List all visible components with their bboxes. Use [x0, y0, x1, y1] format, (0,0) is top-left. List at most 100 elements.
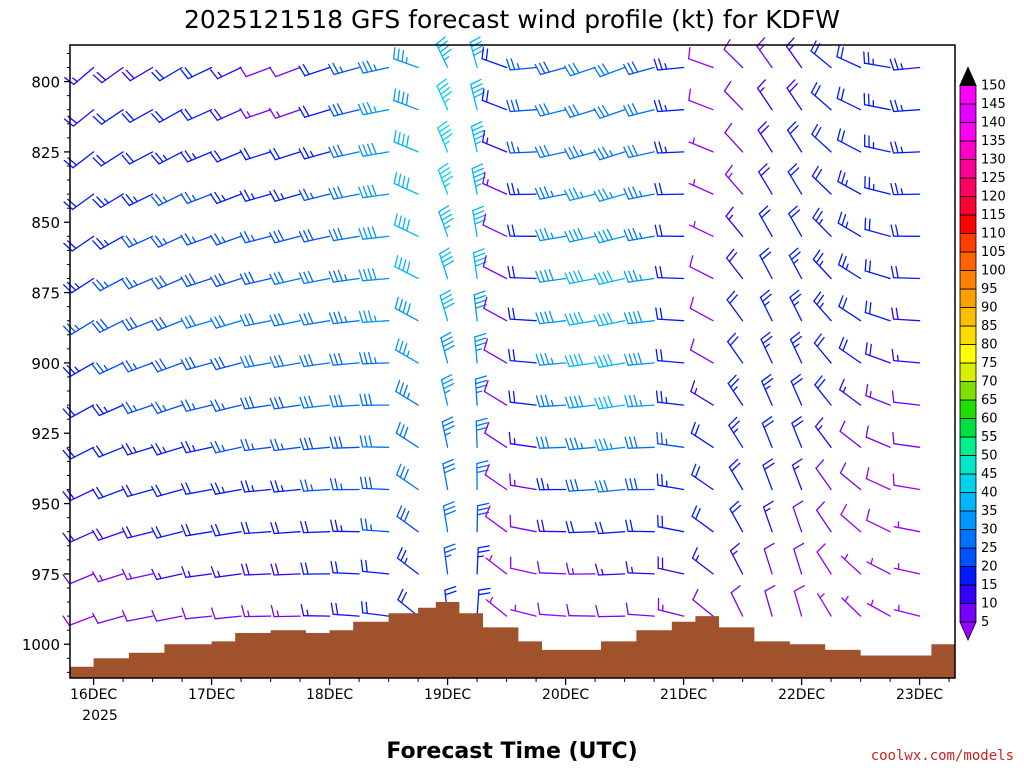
barb-full-flag — [363, 393, 368, 406]
colorbar-label: 125 — [981, 171, 1006, 186]
barb-full-flag — [298, 189, 306, 202]
wind-barb — [890, 224, 921, 237]
barb-full-flag — [329, 395, 334, 408]
barb-full-flag — [535, 229, 541, 242]
barb-half-flag — [221, 403, 226, 410]
x-tick-label: 16DEC — [70, 687, 117, 703]
wind-barb — [565, 562, 596, 575]
barb-full-flag — [866, 508, 870, 521]
wind-barb — [476, 587, 491, 617]
wind-barb — [893, 521, 921, 533]
barb-full-flag — [624, 436, 629, 449]
barb-full-flag — [762, 500, 774, 508]
barb-full-flag — [403, 468, 409, 481]
barb-full-flag — [441, 213, 453, 221]
x-tick-label: 17DEC — [188, 687, 235, 703]
wind-barb — [593, 270, 626, 286]
barb-full-flag — [548, 310, 554, 323]
barb-full-flag — [628, 311, 634, 324]
barb-half-flag — [845, 221, 849, 229]
wind-barb — [789, 331, 803, 364]
wind-barb — [727, 332, 744, 364]
barb-full-flag — [477, 545, 490, 549]
terrain-surface — [70, 602, 955, 678]
wind-barb — [691, 505, 714, 533]
barb-full-flag — [481, 88, 485, 102]
wind-barb — [786, 121, 803, 153]
barb-full-flag — [660, 349, 663, 362]
barb-full-flag — [472, 129, 485, 136]
barb-full-flag — [538, 62, 546, 74]
barb-half-flag — [103, 364, 109, 371]
barb-full-flag — [816, 336, 825, 348]
barb-full-flag — [151, 196, 160, 207]
barb-full-flag — [125, 360, 134, 371]
barb-full-flag — [482, 171, 486, 185]
barb-half-flag — [443, 56, 450, 61]
barb-full-flag — [573, 312, 579, 325]
barb-half-flag — [818, 218, 823, 225]
barb-full-flag — [402, 301, 407, 314]
barb-full-flag — [397, 48, 400, 61]
barb-half-flag — [132, 446, 137, 453]
barb-full-flag — [399, 466, 406, 478]
barb-full-flag — [121, 485, 129, 498]
wind-barb — [180, 356, 213, 371]
barb-full-flag — [633, 394, 638, 407]
barb-half-flag — [191, 194, 197, 201]
barb-full-flag — [815, 459, 825, 469]
barb-full-flag — [540, 394, 545, 408]
barb-full-flag — [868, 260, 872, 273]
barb-shaft — [893, 484, 921, 491]
barb-full-flag — [398, 298, 403, 312]
barb-full-flag — [564, 313, 571, 326]
barb-full-flag — [92, 74, 103, 84]
barb-full-flag — [476, 507, 490, 511]
barb-full-flag — [67, 198, 77, 208]
barb-full-flag — [477, 592, 491, 596]
barb-full-flag — [273, 272, 280, 284]
barb-full-flag — [653, 58, 659, 71]
colorbar-band — [959, 307, 977, 327]
wind-barb — [728, 416, 744, 448]
barb-full-flag — [534, 146, 541, 159]
barb-full-flag — [623, 146, 630, 159]
barb-full-flag — [792, 378, 803, 387]
barb-full-flag — [473, 91, 485, 99]
wind-barb — [757, 121, 773, 153]
barb-half-flag — [546, 483, 550, 491]
barb-full-flag — [248, 313, 255, 325]
colorbar-band — [959, 584, 977, 604]
wind-barb — [239, 313, 272, 327]
barb-full-flag — [151, 154, 160, 165]
wind-barb — [725, 206, 744, 237]
wind-barb — [240, 480, 272, 493]
barb-full-flag — [535, 395, 541, 408]
barb-full-flag — [477, 549, 490, 554]
barb-full-flag — [214, 316, 222, 328]
barb-full-flag — [269, 273, 276, 286]
barb-half-flag — [370, 524, 373, 532]
wind-barb — [484, 463, 508, 491]
wind-barb — [481, 88, 508, 111]
x-year-label: 2025 — [82, 708, 118, 724]
plot-area — [62, 36, 956, 679]
wind-barb — [814, 417, 832, 448]
barb-half-flag — [692, 179, 696, 187]
barb-full-flag — [602, 188, 609, 200]
barb-full-flag — [602, 229, 609, 242]
barb-full-flag — [623, 188, 630, 200]
barb-full-flag — [472, 167, 484, 174]
barb-half-flag — [280, 485, 284, 492]
barb-full-flag — [632, 144, 639, 157]
barb-half-flag — [221, 236, 226, 243]
wind-barb — [534, 103, 567, 117]
wind-barb — [889, 58, 921, 71]
wind-barb — [268, 147, 301, 161]
barb-full-flag — [437, 120, 448, 129]
barb-half-flag — [443, 140, 450, 146]
x-tick-label: 22DEC — [778, 687, 825, 703]
wind-barb — [893, 604, 921, 617]
barb-full-flag — [334, 519, 339, 532]
barb-half-flag — [403, 557, 408, 565]
